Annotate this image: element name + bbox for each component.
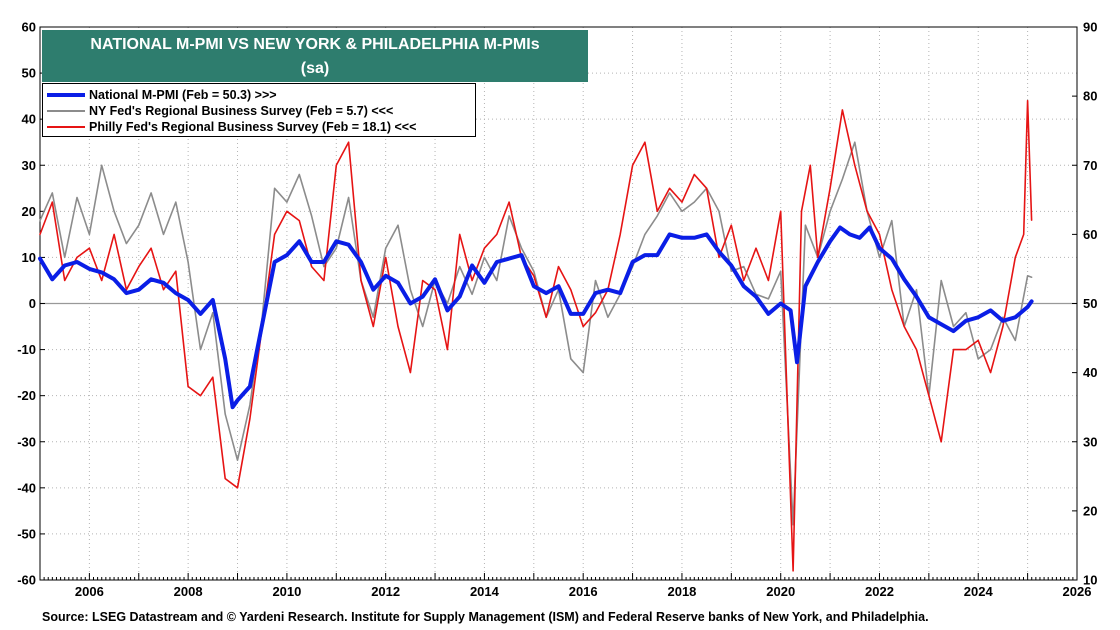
source-note: Source: LSEG Datastream and © Yardeni Re… <box>42 610 929 624</box>
left-tick-label: -10 <box>17 342 36 357</box>
left-tick-label: -40 <box>17 480 36 495</box>
legend-item-philly: Philly Fed's Regional Business Survey (F… <box>47 119 471 135</box>
right-tick-label: 40 <box>1083 365 1097 380</box>
legend-label-philly: Philly Fed's Regional Business Survey (F… <box>89 120 417 134</box>
axes: -60 -50 -40 -30 -20 -10 0 10 20 30 40 50 60 10 20 30 40 5… <box>17 20 1097 600</box>
left-tick-label: 30 <box>22 158 36 173</box>
legend-item-ny: NY Fed's Regional Business Survey (Feb =… <box>47 103 471 119</box>
legend-item-national: National M-PMI (Feb = 50.3) >>> <box>47 87 471 103</box>
series-line-ny <box>39 141 1033 526</box>
left-tick-label: -60 <box>17 573 36 588</box>
legend: National M-PMI (Feb = 50.3) >>> NY Fed's… <box>42 83 476 137</box>
right-tick-label: 90 <box>1083 20 1097 35</box>
right-tick-label: 50 <box>1083 296 1097 311</box>
chart-title-box: NATIONAL M-PMI VS NEW YORK & PHILADELPHI… <box>42 30 588 82</box>
left-tick-label: 10 <box>22 250 36 265</box>
left-tick-label: 40 <box>22 112 36 127</box>
x-tick-label: 2022 <box>865 584 894 599</box>
legend-label-national: National M-PMI (Feb = 50.3) >>> <box>89 88 277 102</box>
x-tick-label: 2026 <box>1063 584 1092 599</box>
left-tick-label: 50 <box>22 66 36 81</box>
right-tick-label: 60 <box>1083 227 1097 242</box>
x-tick-label: 2018 <box>667 584 696 599</box>
right-tick-label: 10 <box>1083 573 1097 588</box>
right-tick-label: 70 <box>1083 158 1097 173</box>
left-tick-label: 0 <box>29 296 36 311</box>
chart-title: NATIONAL M-PMI VS NEW YORK & PHILADELPHI… <box>90 36 540 53</box>
legend-swatch-philly <box>47 126 85 128</box>
left-tick-label: 20 <box>22 204 36 219</box>
left-tick-label: -50 <box>17 526 36 541</box>
left-tick-label: 60 <box>22 20 36 35</box>
chart-subtitle: (sa) <box>300 60 330 77</box>
x-tick-label: 2024 <box>964 584 994 599</box>
x-tick-label: 2012 <box>371 584 400 599</box>
x-tick-label: 2010 <box>272 584 301 599</box>
legend-label-ny: NY Fed's Regional Business Survey (Feb =… <box>89 104 394 118</box>
x-tick-label: 2020 <box>766 584 795 599</box>
x-tick-label: 2014 <box>470 584 500 599</box>
right-tick-label: 20 <box>1083 503 1097 518</box>
left-tick-label: -20 <box>17 388 36 403</box>
left-tick-label: -30 <box>17 434 36 449</box>
series-lines <box>38 99 1034 572</box>
right-tick-label: 80 <box>1083 89 1097 104</box>
series-line-philly <box>39 99 1033 572</box>
x-tick-label: 2008 <box>174 584 203 599</box>
series-line-national <box>38 225 1034 410</box>
legend-swatch-ny <box>47 110 85 112</box>
x-tick-label: 2006 <box>75 584 104 599</box>
x-tick-label: 2016 <box>569 584 598 599</box>
right-tick-label: 30 <box>1083 434 1097 449</box>
legend-swatch-national <box>47 93 85 97</box>
